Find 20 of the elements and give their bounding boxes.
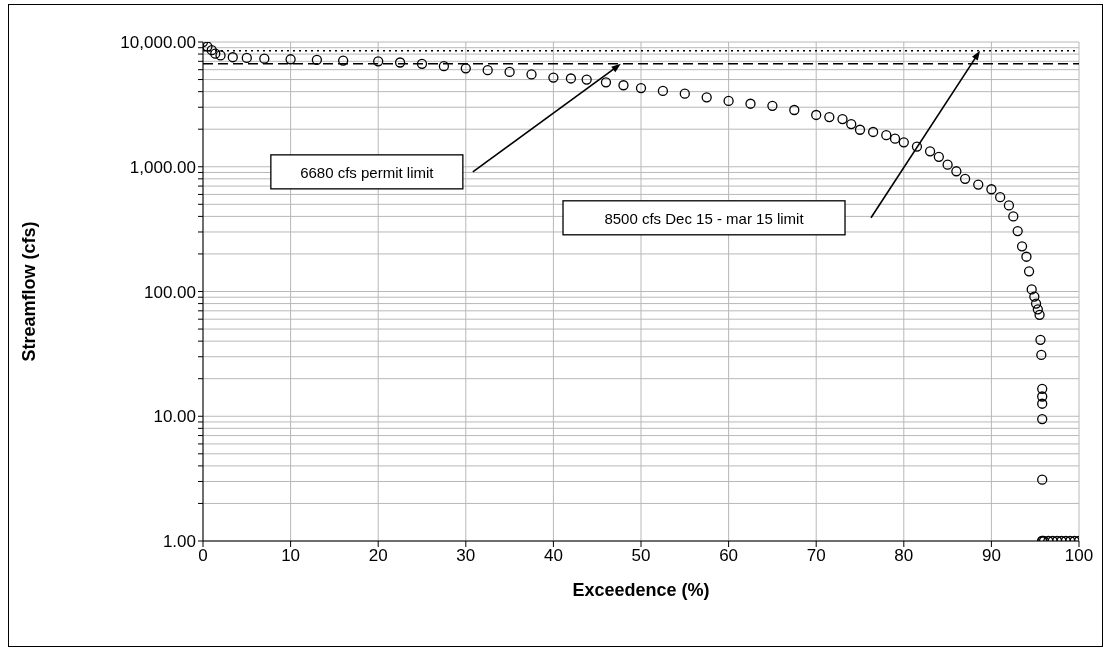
x-tick-label: 60	[719, 546, 739, 566]
x-tick-label: 30	[456, 546, 476, 566]
x-tick-label: 10	[281, 546, 301, 566]
x-tick-label: 70	[806, 546, 826, 566]
y-tick-label: 1,000.00	[129, 157, 196, 177]
annotation: 6680 cfs permit limit	[300, 163, 435, 181]
y-tick-label: 10,000.00	[120, 33, 196, 53]
x-tick-label: 100	[1064, 546, 1094, 566]
annotation: 8500 cfs Dec 15 - mar 15 limit	[604, 209, 805, 227]
x-axis-title: Exceedence (%)	[572, 580, 710, 600]
x-tick-label: 40	[543, 546, 563, 566]
y-axis-title: Streamflow (cfs)	[19, 221, 40, 362]
x-tick-label: 90	[981, 546, 1001, 566]
x-tick-label: 50	[631, 546, 651, 566]
x-tick-label: 0	[198, 546, 208, 566]
y-tick-label: 100.00	[144, 282, 196, 302]
x-tick-label: 20	[368, 546, 388, 566]
x-tick-label: 80	[894, 546, 914, 566]
y-tick-label: 1.00	[162, 532, 196, 552]
y-tick-label: 10.00	[153, 407, 196, 427]
